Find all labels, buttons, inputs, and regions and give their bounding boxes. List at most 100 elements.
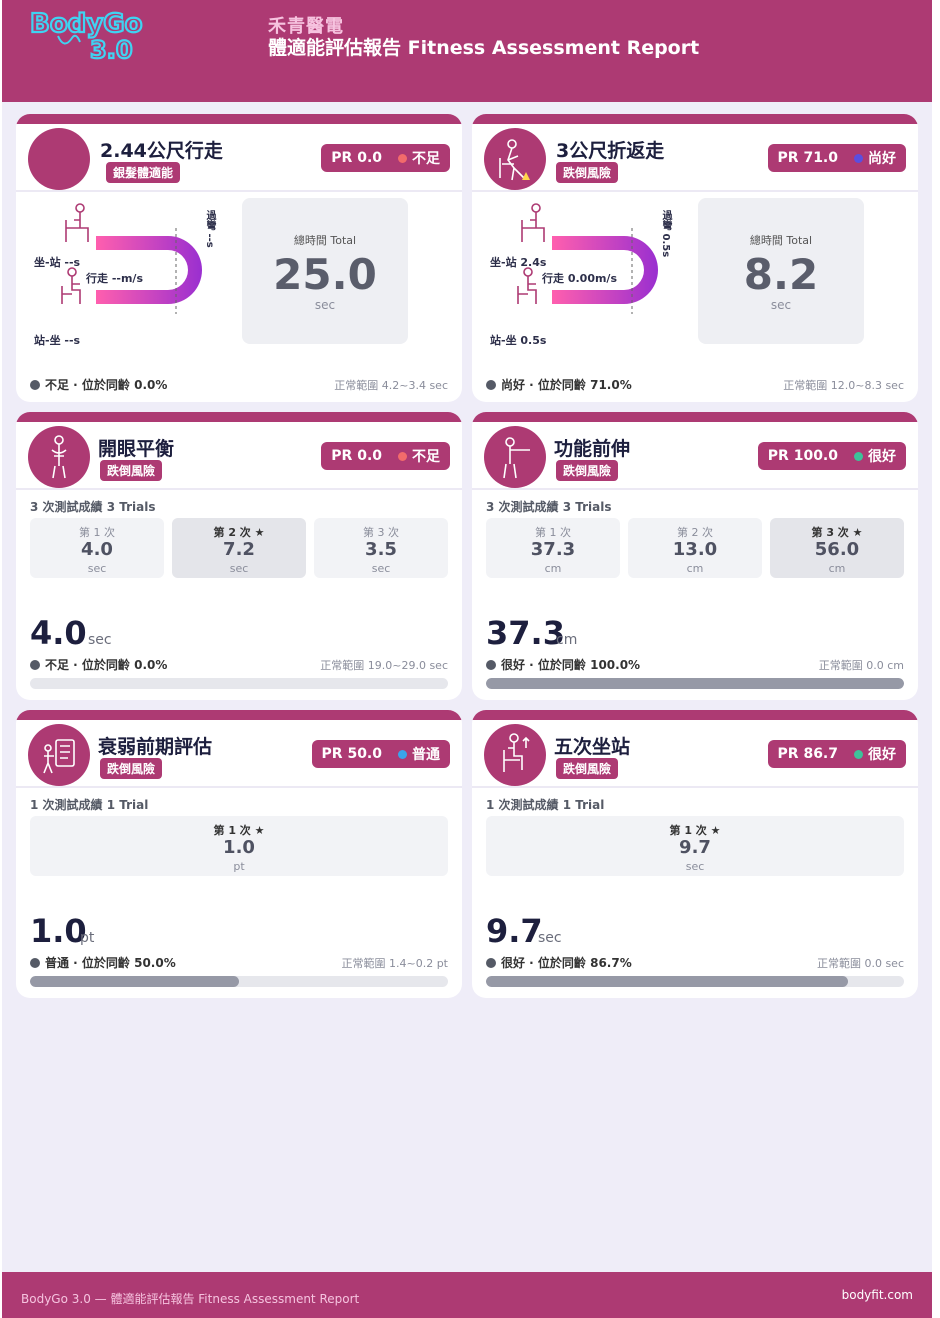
level-dot [854, 154, 863, 163]
pr-value: PR 86.7 [777, 746, 838, 762]
pr-badge: PR 100.0 很好 [757, 442, 906, 470]
trial-value: 3.5 [365, 539, 397, 560]
walk-speed-label: 行走 0.00m/s [542, 272, 617, 285]
status-line: 普通 · 位於同齡 50.0% [30, 954, 176, 971]
stand-sit-label: 站-坐 0.5s [490, 334, 547, 347]
level-label: 不足 [412, 151, 440, 167]
footer-text: BodyGo 3.0 — 體適能評估報告 Fitness Assessment … [21, 1292, 360, 1306]
sit-stand-label: 坐-站 2.4s [490, 256, 547, 269]
status-text: 不足 · 位於同齡 0.0% [45, 658, 168, 672]
turn-label: 過彎 --s [204, 210, 215, 248]
trial-unit: sec [371, 562, 391, 575]
trial-1: 第 1 次 37.3 cm [486, 518, 620, 578]
category-tag: 跌倒風險 [556, 758, 619, 779]
trial-unit: pt [233, 860, 245, 873]
result-unit: pt [80, 930, 95, 946]
status-bullet [30, 380, 40, 390]
category-tag: 跌倒風險 [556, 460, 619, 481]
svg-text:BodyGo: BodyGo [30, 9, 142, 39]
balance-icon [28, 426, 90, 488]
card-title: 功能前伸 [554, 438, 631, 460]
divider [16, 488, 462, 490]
trial-label: 第 3 次 ★ [811, 526, 863, 539]
report-footer: BodyGo 3.0 — 體適能評估報告 Fitness Assessment … [2, 1272, 932, 1318]
trial-value: 1.0 [223, 837, 255, 858]
svg-text:3.0: 3.0 [90, 36, 133, 62]
trial-label: 第 1 次 ★ [213, 824, 265, 837]
trial-3-best: 第 3 次 ★ 56.0 cm [770, 518, 904, 578]
normal-range: 正常範圍 0.0 cm [818, 659, 904, 672]
trial-unit: sec [229, 562, 249, 575]
normal-range: 正常範圍 12.0~8.3 sec [783, 379, 904, 392]
status-line: 很好 · 位於同齡 86.7% [486, 954, 632, 971]
category-tag: 銀髮體適能 [106, 162, 181, 183]
tug-walk-icon [484, 128, 546, 190]
status-text: 很好 · 位於同齡 86.7% [501, 956, 632, 970]
normal-range: 正常範圍 4.2~3.4 sec [334, 379, 448, 392]
sit-stand-label: 坐-站 --s [34, 256, 81, 269]
card-title: 五次坐站 [554, 736, 631, 758]
trial-1-best: 第 1 次 ★ 1.0 pt [30, 816, 448, 876]
trial-label: 第 2 次 ★ [213, 526, 265, 539]
total-value: 8.2 [743, 250, 819, 299]
total-time-box: 總時間 Total 8.2 sec [698, 198, 864, 344]
report-title: 體適能評估報告 Fitness Assessment Report [268, 37, 700, 59]
card-topbar [16, 114, 462, 124]
level-label: 很好 [868, 449, 896, 465]
status-bullet [486, 660, 496, 670]
status-bullet [30, 958, 40, 968]
result-value: 37.3 [486, 614, 565, 652]
tug-figure-icon [499, 139, 530, 181]
trial-1-best: 第 1 次 ★ 9.7 sec [486, 816, 904, 876]
card-frailty: 衰弱前期評估 跌倒風險 PR 50.0 普通 1 次測試成績 1 Trial 第… [16, 710, 462, 998]
trial-value: 4.0 [81, 539, 113, 560]
level-dot [854, 750, 863, 759]
trials-heading: 3 次測試成績 3 Trials [486, 500, 612, 514]
percentile-bar [30, 678, 448, 689]
walk-speed-label: 行走 --m/s [86, 272, 143, 285]
pr-badge: PR 0.0 不足 [321, 442, 450, 470]
card-functional-reach: 功能前伸 跌倒風險 PR 100.0 很好 3 次測試成績 3 Trials 第… [472, 412, 918, 700]
trial-3: 第 3 次 3.5 sec [314, 518, 448, 578]
percentile-fill [486, 678, 904, 689]
card-title: 衰弱前期評估 [98, 736, 213, 758]
pr-badge: PR 86.7 很好 [767, 740, 906, 768]
chair-figure-icon [503, 733, 530, 772]
total-label: 總時間 Total [293, 234, 357, 247]
level-label: 尚好 [868, 151, 896, 167]
level-dot [398, 154, 407, 163]
status-text: 普通 · 位於同齡 50.0% [45, 956, 176, 970]
card-title: 開眼平衡 [98, 438, 175, 460]
status-bullet [486, 380, 496, 390]
trials-heading: 1 次測試成績 1 Trial [486, 798, 605, 812]
result-unit: sec [88, 632, 112, 648]
status-text: 不足 · 位於同齡 0.0% [45, 378, 168, 392]
percentile-bar [486, 678, 904, 689]
trial-label: 第 1 次 [535, 526, 571, 539]
trial-label: 第 3 次 [363, 526, 399, 539]
status-text: 很好 · 位於同齡 100.0% [501, 658, 641, 672]
footer-link[interactable]: bodyfit.com [841, 1288, 913, 1302]
card-topbar [16, 710, 462, 720]
category-tag: 跌倒風險 [556, 162, 619, 183]
frailty-icon [28, 724, 90, 786]
percentile-bar [486, 976, 904, 987]
result-value: 9.7 [486, 912, 543, 950]
total-unit: sec [770, 298, 792, 312]
trial-2: 第 2 次 13.0 cm [628, 518, 762, 578]
trial-label: 第 1 次 [79, 526, 115, 539]
level-label: 很好 [868, 747, 896, 763]
divider [16, 190, 462, 192]
total-unit: sec [314, 298, 336, 312]
card-balance: 開眼平衡 跌倒風險 PR 0.0 不足 3 次測試成績 3 Trials 第 1… [16, 412, 462, 700]
result-unit: cm [556, 632, 578, 648]
standing-figure-icon [51, 435, 67, 479]
status-line: 不足 · 位於同齡 0.0% [30, 656, 167, 673]
status-line: 很好 · 位於同齡 100.0% [486, 656, 640, 673]
reaching-figure-icon [503, 437, 530, 479]
status-bullet [486, 958, 496, 968]
divider [472, 786, 918, 788]
category-tag: 跌倒風險 [100, 758, 163, 779]
clipboard-figure-icon [43, 739, 75, 774]
card-walk-244m: 2.44公尺行走 銀髮體適能 PR 0.0 不足 坐-站 --s 行走 --m/… [16, 114, 462, 402]
